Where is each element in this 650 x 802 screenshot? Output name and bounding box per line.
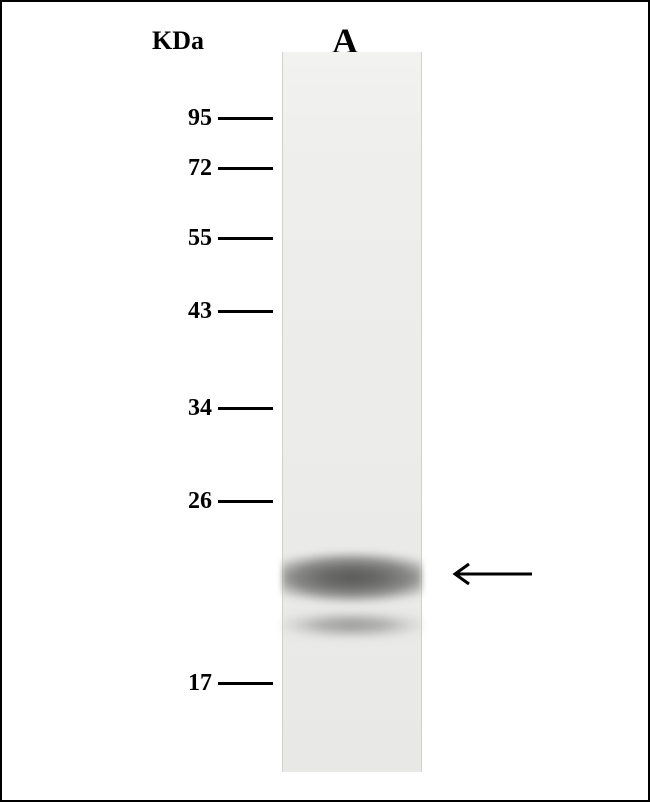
marker-72-label: 72 (152, 155, 212, 182)
marker-72-tick (218, 167, 273, 170)
marker-17-tick (218, 682, 273, 685)
blot-lane (282, 52, 422, 772)
marker-43-tick (218, 310, 273, 313)
protein-band-main (282, 550, 422, 605)
marker-26-tick (218, 500, 273, 503)
marker-26-label: 26 (152, 488, 212, 515)
marker-95-tick (218, 117, 273, 120)
kda-unit-label: KDa (152, 26, 204, 56)
marker-55-tick (218, 237, 273, 240)
marker-34-label: 34 (152, 395, 212, 422)
figure-border: KDa A 95 72 55 43 34 26 17 (0, 0, 650, 802)
marker-43-label: 43 (152, 298, 212, 325)
marker-55-label: 55 (152, 225, 212, 252)
protein-band-secondary (282, 610, 422, 640)
marker-34-tick (218, 407, 273, 410)
marker-17-label: 17 (152, 670, 212, 697)
marker-95-label: 95 (152, 105, 212, 132)
